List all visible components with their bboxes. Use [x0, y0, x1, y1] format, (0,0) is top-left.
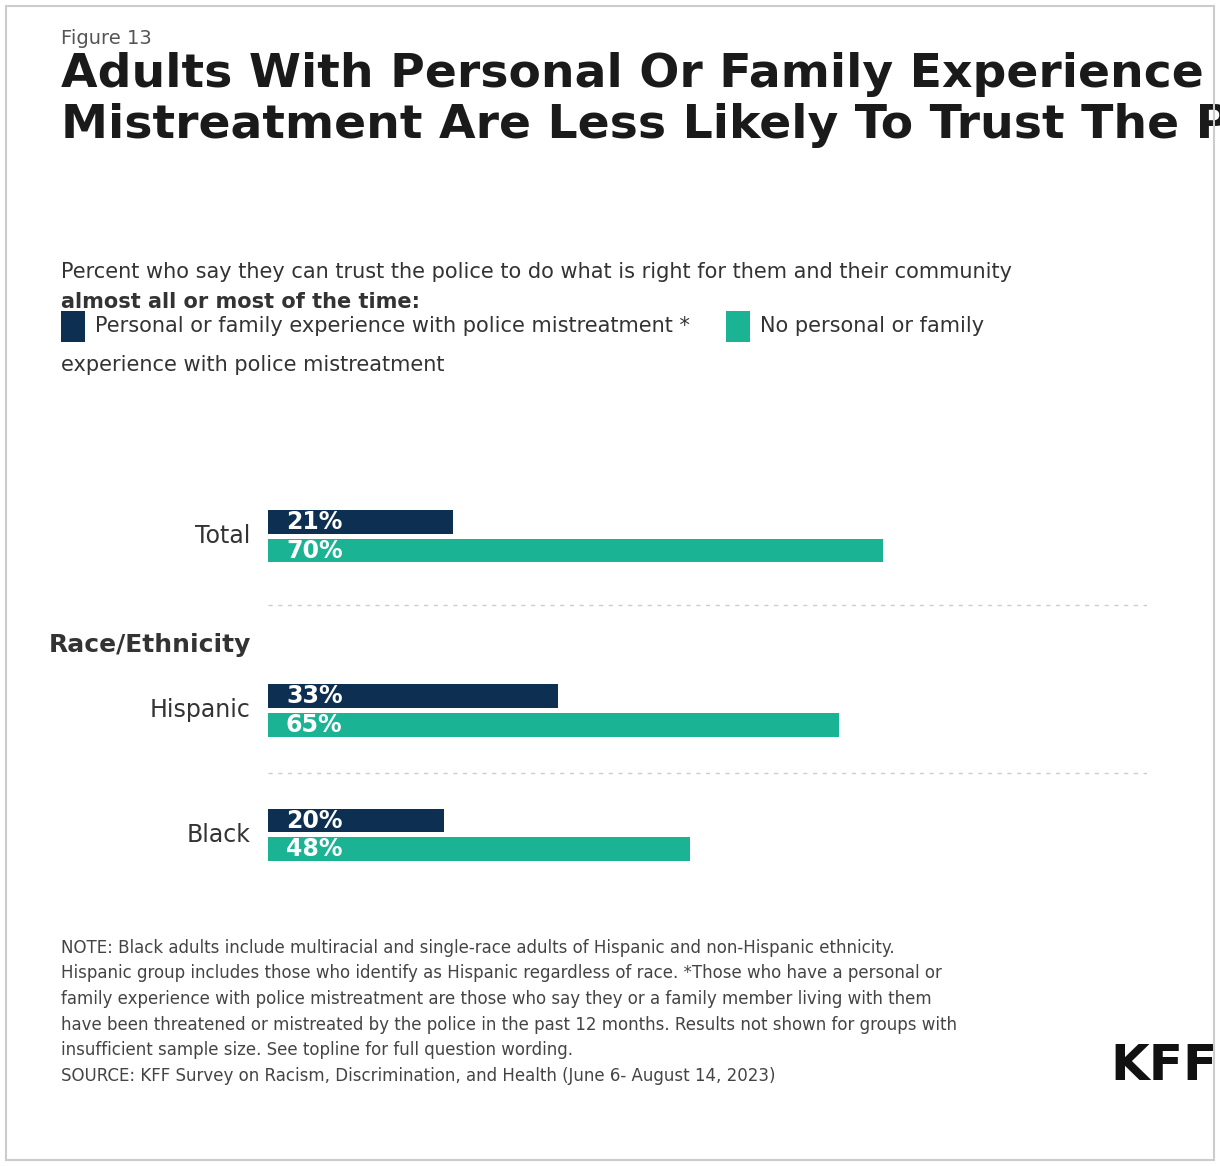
- Text: KFF: KFF: [1110, 1042, 1218, 1090]
- Text: Total: Total: [195, 525, 251, 548]
- Text: 70%: 70%: [285, 539, 343, 563]
- Text: Percent who say they can trust the police to do what is right for them and their: Percent who say they can trust the polic…: [61, 262, 1013, 282]
- Text: 48%: 48%: [285, 837, 343, 862]
- Text: Black: Black: [187, 823, 251, 847]
- Text: Race/Ethnicity: Race/Ethnicity: [49, 633, 251, 658]
- Text: 21%: 21%: [285, 510, 343, 534]
- Bar: [268, 511, 453, 534]
- Bar: [268, 712, 839, 737]
- Text: Adults With Personal Or Family Experience Of Police
Mistreatment Are Less Likely: Adults With Personal Or Family Experienc…: [61, 52, 1220, 148]
- Bar: [268, 809, 444, 833]
- Text: Figure 13: Figure 13: [61, 29, 151, 48]
- Text: Personal or family experience with police mistreatment *: Personal or family experience with polic…: [95, 316, 691, 337]
- Bar: [268, 837, 691, 861]
- Text: 33%: 33%: [285, 684, 343, 708]
- Text: 65%: 65%: [285, 712, 343, 737]
- Text: Hispanic: Hispanic: [150, 698, 251, 723]
- Text: NOTE: Black adults include multiracial and single-race adults of Hispanic and no: NOTE: Black adults include multiracial a…: [61, 939, 956, 1086]
- Text: 20%: 20%: [285, 808, 343, 833]
- Text: No personal or family: No personal or family: [760, 316, 985, 337]
- Bar: [268, 539, 883, 562]
- Text: almost all or most of the time:: almost all or most of the time:: [61, 292, 420, 311]
- Bar: [268, 684, 559, 708]
- Text: experience with police mistreatment: experience with police mistreatment: [61, 354, 444, 375]
